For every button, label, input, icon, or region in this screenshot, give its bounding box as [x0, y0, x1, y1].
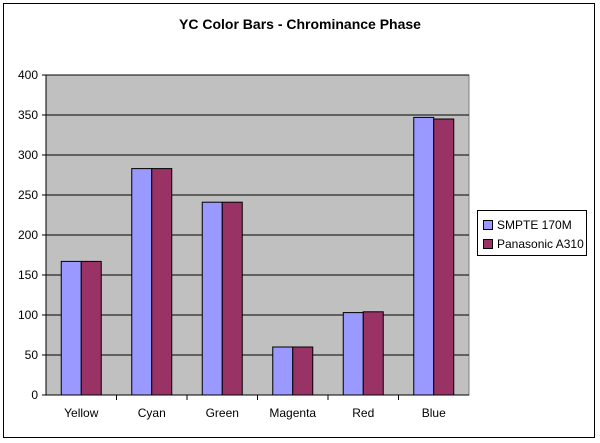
legend-label-panasonic: Panasonic A310	[497, 237, 584, 251]
chart-title: YC Color Bars - Chrominance Phase	[179, 16, 421, 32]
y-tick-label: 350	[18, 108, 38, 122]
bar-cyan-series-1	[151, 168, 173, 396]
y-tick-label: 0	[31, 388, 38, 402]
bar-red-series-1	[362, 311, 384, 396]
bar-green-series-1	[221, 201, 243, 396]
bar-cyan-series-0	[131, 168, 153, 396]
bar-yellow-series-1	[80, 260, 102, 396]
x-tick-label: Blue	[422, 406, 446, 420]
bar-green-series-0	[201, 201, 223, 396]
bar-red-series-0	[342, 312, 364, 396]
y-tick-label: 150	[18, 268, 38, 282]
x-tick-label: Red	[352, 406, 374, 420]
legend-swatch-smpte	[483, 220, 493, 230]
x-tick-label: Green	[206, 406, 239, 420]
bar-blue-series-1	[433, 118, 455, 396]
x-tick-label: Cyan	[138, 406, 166, 420]
bar-magenta-series-1	[292, 346, 314, 396]
legend: SMPTE 170M Panasonic A310	[477, 210, 587, 256]
legend-label-smpte: SMPTE 170M	[497, 218, 572, 232]
y-tick-label: 100	[18, 308, 38, 322]
bar-blue-series-0	[413, 116, 435, 396]
y-tick-label: 400	[18, 68, 38, 82]
x-tick-label: Yellow	[64, 406, 99, 420]
y-tick-label: 250	[18, 188, 38, 202]
bar-yellow-series-0	[60, 260, 82, 396]
x-tick-label: Magenta	[269, 406, 316, 420]
legend-swatch-panasonic	[483, 239, 493, 249]
legend-item-panasonic: Panasonic A310	[483, 236, 584, 252]
bar-magenta-series-0	[272, 346, 294, 396]
legend-item-smpte: SMPTE 170M	[483, 217, 572, 233]
y-tick-label: 200	[18, 228, 38, 242]
y-tick-label: 50	[25, 348, 39, 362]
y-tick-label: 300	[18, 148, 38, 162]
